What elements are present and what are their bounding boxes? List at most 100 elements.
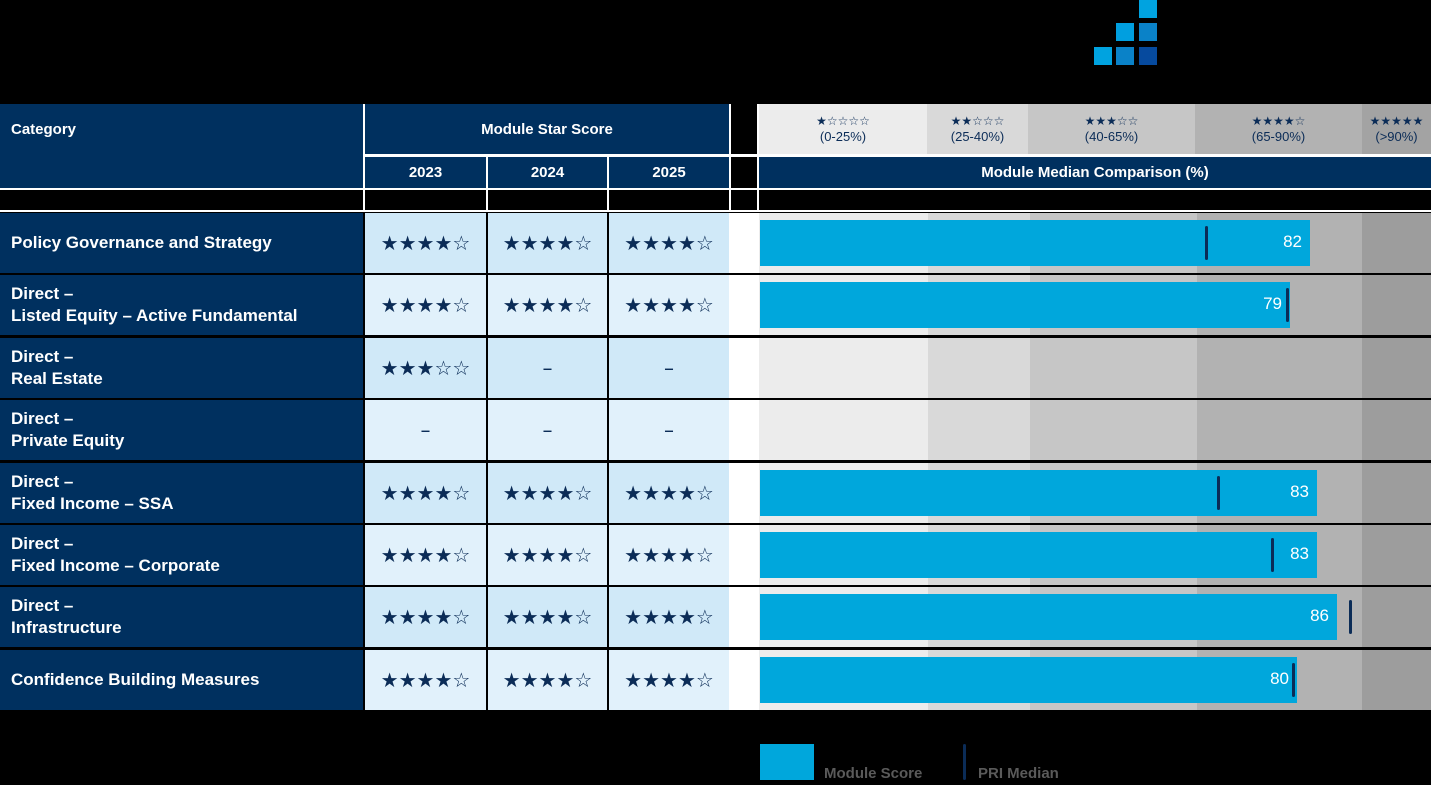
band-background: [1030, 400, 1197, 460]
star-score-cell: ★★★★☆: [609, 650, 729, 710]
band-background: [1362, 338, 1431, 398]
band-stars: ★★★★☆: [1251, 114, 1306, 128]
module-score-value: 82: [1283, 232, 1302, 251]
pri-median-marker: [1205, 226, 1208, 260]
band-5-star: ★★★★★ (>90%): [1362, 104, 1431, 154]
category-cell: Direct – Listed Equity – Active Fundamen…: [0, 275, 363, 335]
band-background: [928, 338, 1030, 398]
category-cell: Direct – Real Estate: [0, 338, 363, 398]
star-score-cell: –: [365, 400, 486, 460]
category-cell: Direct – Fixed Income – Corporate: [0, 525, 363, 585]
grid-line: [486, 155, 488, 211]
star-rating: ★★★★☆: [624, 605, 714, 629]
category-label: Direct – Real Estate: [11, 347, 103, 388]
star-rating: ★★★★☆: [624, 543, 714, 567]
star-score-cell: ★★★★☆: [365, 275, 486, 335]
module-star-score-label: Module Star Score: [481, 120, 613, 138]
star-score-cell: ★★★★☆: [609, 275, 729, 335]
star-rating: –: [420, 418, 431, 442]
star-rating: ★★★★☆: [624, 231, 714, 255]
pri-median-marker: [1286, 288, 1289, 322]
star-score-cell: ★★★★☆: [365, 587, 486, 647]
star-score-cell: –: [609, 338, 729, 398]
star-rating: –: [542, 356, 553, 380]
category-label: Direct – Listed Equity – Active Fundamen…: [11, 284, 298, 325]
band-4-star: ★★★★☆ (65-90%): [1195, 104, 1362, 154]
band-stars: ★★★★★: [1369, 114, 1424, 128]
star-rating: ★★★★☆: [624, 481, 714, 505]
module-score-value: 83: [1290, 482, 1309, 501]
module-score-bar: [760, 282, 1290, 328]
grid-line: [0, 210, 1431, 212]
star-score-cell: ★★★★☆: [365, 525, 486, 585]
gap-cell: [729, 213, 759, 273]
category-label: Direct – Infrastructure: [11, 596, 122, 637]
gap-cell: [729, 525, 759, 585]
category-cell: Policy Governance and Strategy: [0, 213, 363, 273]
band-3-star: ★★★☆☆ (40-65%): [1028, 104, 1195, 154]
star-score-cell: ★★★★☆: [488, 213, 607, 273]
star-score-cell: ★★★★☆: [488, 587, 607, 647]
star-score-cell: ★★★☆☆: [365, 338, 486, 398]
star-score-cell: ★★★★☆: [488, 650, 607, 710]
logo: [1094, 0, 1158, 68]
band-1-star: ★☆☆☆☆ (0-25%): [759, 104, 927, 154]
gap-cell: [729, 587, 759, 647]
category-label: Direct – Fixed Income – Corporate: [11, 534, 220, 575]
year-label: 2023: [408, 164, 443, 181]
pri-median-marker: [1349, 600, 1352, 634]
star-rating: ★★★★☆: [380, 481, 471, 505]
star-rating: ★★★★☆: [502, 293, 593, 317]
category-cell: Direct – Private Equity: [0, 400, 363, 460]
star-score-cell: ★★★★☆: [365, 463, 486, 523]
band-stars: ★★☆☆☆: [950, 114, 1005, 128]
module-score-bar: [760, 594, 1337, 640]
module-score-bar: [760, 470, 1317, 516]
pri-median-legend-label: PRI Median: [978, 765, 1059, 782]
star-rating: ★★★★☆: [502, 231, 593, 255]
band-background: [759, 338, 928, 398]
module-score-value: 80: [1270, 669, 1289, 688]
star-score-cell: –: [488, 400, 607, 460]
comparison-header-label: Module Median Comparison (%): [981, 164, 1209, 181]
band-stars: ★★★☆☆: [1084, 114, 1139, 128]
star-score-cell: –: [488, 338, 607, 398]
logo-square: [1116, 47, 1134, 65]
pri-median-marker: [1217, 476, 1220, 510]
category-cell: Direct – Infrastructure: [0, 587, 363, 647]
band-range: (>90%): [1375, 129, 1418, 144]
grid-line: [363, 104, 365, 211]
star-rating: ★★★★☆: [380, 668, 471, 692]
category-cell: Direct – Fixed Income – SSA: [0, 463, 363, 523]
band-background: [1030, 338, 1197, 398]
module-star-score-header: Module Star Score: [365, 104, 729, 154]
star-rating: ★★★★☆: [502, 605, 593, 629]
band-2-star: ★★☆☆☆ (25-40%): [927, 104, 1028, 154]
star-rating: ★★★★☆: [624, 668, 714, 692]
star-score-cell: ★★★★☆: [609, 587, 729, 647]
category-label: Confidence Building Measures: [11, 670, 260, 689]
star-rating: ★★★★☆: [380, 293, 471, 317]
gap-cell: [729, 338, 759, 398]
logo-square: [1139, 0, 1157, 18]
module-score-swatch: [760, 744, 814, 780]
comparison-header: Module Median Comparison (%): [759, 157, 1431, 188]
star-rating: ★★★☆☆: [380, 356, 471, 380]
star-score-cell: ★★★★☆: [609, 463, 729, 523]
star-rating: –: [664, 356, 674, 380]
band-background: [1362, 525, 1431, 585]
category-label: Direct – Private Equity: [11, 409, 125, 450]
band-range: (40-65%): [1084, 129, 1139, 144]
band-range: (0-25%): [819, 129, 867, 144]
star-score-cell: –: [609, 400, 729, 460]
band-stars: ★☆☆☆☆: [816, 114, 870, 128]
band-background: [1362, 587, 1431, 647]
year-label: 2024: [530, 164, 565, 181]
year-header-2023: 2023: [365, 157, 486, 188]
module-score-value: 79: [1263, 294, 1282, 313]
star-rating: ★★★★☆: [380, 605, 471, 629]
year-header-2024: 2024: [488, 157, 607, 188]
band-background: [1362, 650, 1431, 710]
logo-square: [1139, 47, 1157, 65]
band-range: (25-40%): [950, 129, 1005, 144]
